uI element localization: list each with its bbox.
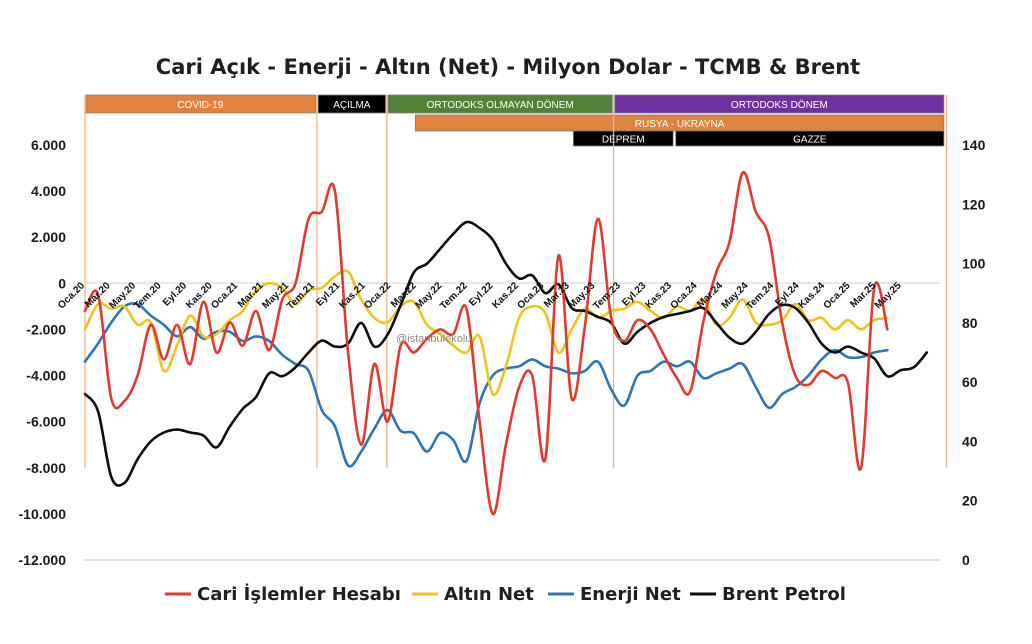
y-left-tick-6: -6.000 (26, 414, 66, 430)
x-tick-3: Tem.20 (132, 280, 164, 312)
y-left-tick-3: 0 (58, 275, 66, 291)
x-tick-9: Tem.21 (285, 280, 317, 312)
period-label-2: ORTODOKS OLMAYAN DÖNEM (427, 99, 574, 111)
x-tick-27: Tem.24 (744, 280, 776, 312)
chart-title: Cari Açık - Enerji - Altın (Net) - Milyo… (156, 55, 860, 79)
y-right-tick-1: 120 (962, 196, 986, 212)
legend-label-0: Cari İşlemler Hesabı (197, 583, 401, 605)
x-tick-29: Kas.24 (797, 280, 828, 311)
period-label-1: AÇILMA (333, 100, 371, 111)
period-band-6 (675, 130, 945, 147)
series-line-0 (83, 171, 889, 516)
y-left-tick-5: -4.000 (26, 368, 66, 384)
period-band-5 (572, 130, 674, 147)
legend-label-2: Enerji Net (580, 584, 681, 605)
y-left-tick-4: -2.000 (26, 321, 66, 337)
legend: Cari İşlemler Hesabı Altın Net Enerji Net B… (165, 583, 846, 605)
legend-label-1: Altın Net (444, 584, 534, 605)
y-axis-left: 6.000 4.000 2.000 0 -2.000 -4.000 -6.000 -8.000… (19, 137, 67, 568)
legend-label-3: Brent Petrol (722, 584, 846, 605)
period-label-0: COVID-19 (177, 100, 224, 111)
y-right-tick-3: 80 (962, 315, 978, 331)
y-right-tick-5: 40 (962, 433, 978, 449)
y-left-tick-0: 6.000 (31, 137, 66, 153)
x-tick-12: Oca.22 (362, 280, 393, 311)
period-band-3 (614, 94, 945, 114)
period-label-6: GAZZE (793, 135, 827, 146)
y-right-tick-6: 20 (962, 493, 978, 509)
x-tick-5: Kas.20 (184, 280, 215, 311)
y-right-tick-0: 140 (962, 137, 986, 153)
period-label-5: DEPREM (602, 135, 645, 146)
y-left-tick-7: -8.000 (26, 460, 66, 476)
x-tick-23: Kas.23 (643, 280, 674, 311)
y-left-tick-1: 4.000 (31, 183, 66, 199)
y-left-tick-9: -12.000 (19, 552, 67, 568)
period-bands: COVID-19 AÇILMA ORTODOKS OLMAYAN DÖNEM ORTO… (84, 94, 945, 147)
series-line-1 (83, 269, 889, 397)
series-line-2 (83, 302, 889, 468)
x-tick-30: Oca.25 (822, 280, 853, 311)
period-label-3: ORTODOKS DÖNEM (731, 99, 828, 111)
series-lines (83, 171, 929, 516)
y-left-tick-2: 2.000 (31, 229, 66, 245)
y-right-tick-4: 60 (962, 374, 978, 390)
period-lines (84, 95, 948, 468)
x-tick-17: Kas.22 (490, 280, 521, 311)
y-left-tick-8: -10.000 (19, 506, 67, 522)
period-label-4: RUSYA - UKRAYNA (635, 119, 725, 130)
y-right-tick-2: 100 (962, 256, 986, 272)
period-band-2 (387, 94, 613, 114)
series-line-3 (83, 220, 929, 487)
y-axis-right: 140 120 100 80 60 40 20 0 (962, 137, 986, 568)
watermark: @istanbulekolu (396, 333, 471, 345)
period-band-1 (317, 94, 386, 114)
y-right-tick-7: 0 (962, 552, 970, 568)
x-tick-6: Oca.21 (209, 280, 240, 311)
